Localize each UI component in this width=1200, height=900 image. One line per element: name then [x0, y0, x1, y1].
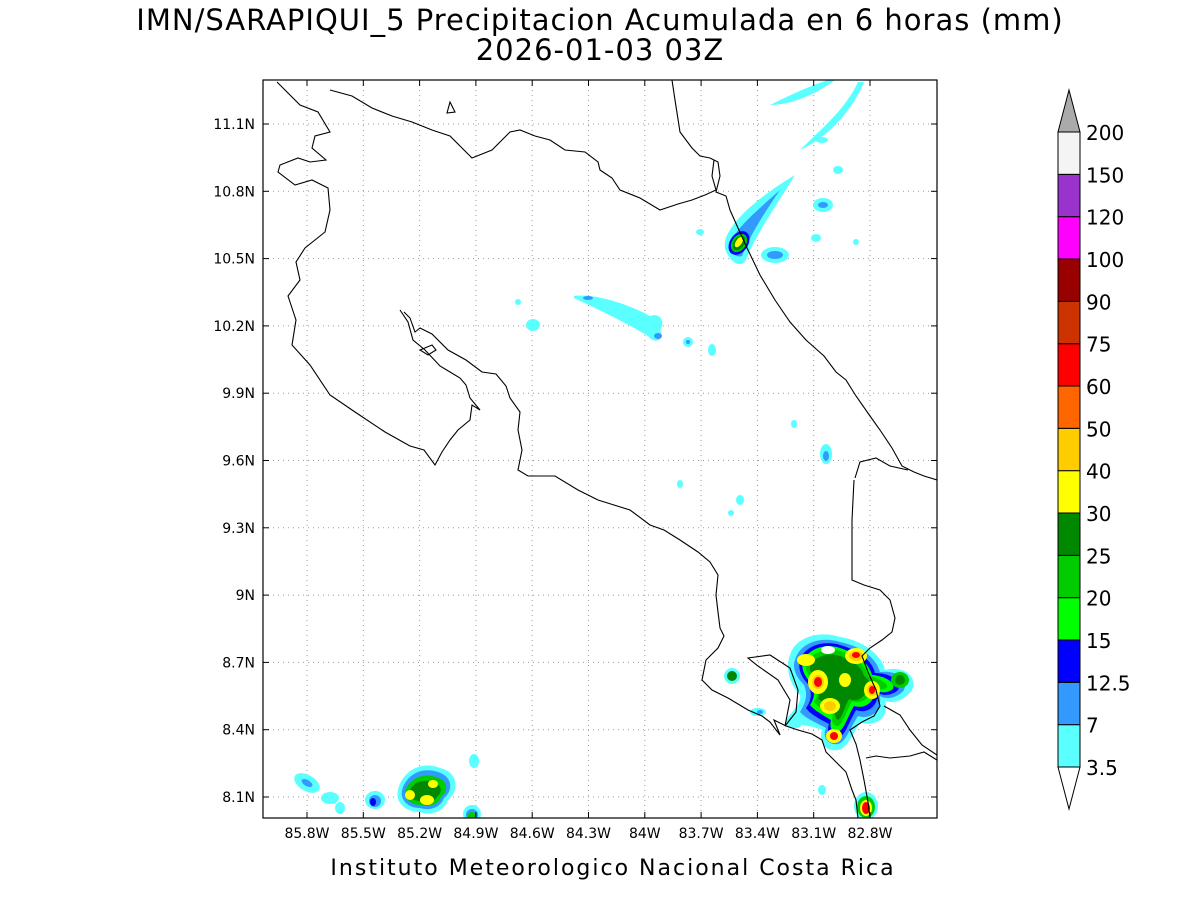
colorbar-swatch — [1057, 343, 1081, 387]
colorbar-label: 150 — [1086, 163, 1124, 187]
colorbar-swatch — [1057, 554, 1081, 599]
lat-tick-label: 10.2N — [213, 319, 255, 335]
colorbar-upper-arrow — [1057, 88, 1081, 133]
lat-tick-label: 8.4N — [222, 723, 255, 739]
colorbar-label: 60 — [1086, 375, 1111, 399]
colorbar-label: 25 — [1086, 544, 1111, 568]
colorbar-label: 200 — [1086, 121, 1124, 145]
longitude-axis: 85.8W 85.5W 85.2W 84.9W 84.6W 84.3W 84W 83.7W 83… — [284, 80, 893, 842]
lon-tick-label: 84.6W — [510, 826, 555, 842]
lat-tick-label: 8.1N — [222, 790, 255, 806]
colorbar-lower-arrow — [1057, 766, 1081, 811]
lon-tick-label: 85.2W — [397, 826, 442, 842]
colorbar-legend: 3.5 7 12.5 15 20 25 30 40 50 60 75 90 100 120 150 200 — [1057, 88, 1131, 811]
coastline-borders — [276, 80, 937, 818]
colorbar-label: 100 — [1086, 248, 1124, 272]
lon-tick-label: 85.8W — [284, 826, 329, 842]
colorbar-swatch — [1057, 258, 1081, 302]
colorbar-label: 7 — [1086, 714, 1099, 738]
colorbar-swatch — [1057, 300, 1081, 345]
lon-tick-label: 83.7W — [679, 826, 724, 842]
precip-cell-central — [515, 295, 832, 516]
colorbar-swatch — [1057, 512, 1081, 556]
colorbar-label: 120 — [1086, 206, 1124, 230]
lon-tick-label: 84.9W — [453, 826, 498, 842]
lat-tick-label: 9.3N — [222, 521, 255, 537]
lat-tick-label: 9.9N — [222, 386, 255, 402]
colorbar-label: 30 — [1086, 502, 1111, 526]
precip-cell-north — [696, 80, 864, 265]
map-frame — [262, 79, 938, 819]
footer-credit: Instituto Meteorologico Nacional Costa R… — [330, 856, 896, 881]
colorbar-label: 15 — [1086, 629, 1111, 653]
lon-tick-label: 82.8W — [847, 826, 892, 842]
colorbar-swatch — [1057, 131, 1081, 175]
colorbar-swatch — [1057, 639, 1081, 683]
colorbar-swatch — [1057, 681, 1081, 726]
lon-tick-label: 83.4W — [735, 826, 780, 842]
colorbar-label: 90 — [1086, 290, 1111, 314]
colorbar-swatch — [1057, 470, 1081, 514]
colorbar-label: 3.5 — [1086, 756, 1118, 780]
lon-tick-label: 85.5W — [341, 826, 386, 842]
colorbar-swatch — [1057, 385, 1081, 429]
lon-tick-label: 83.1W — [791, 826, 836, 842]
lat-tick-label: 9.6N — [222, 454, 255, 470]
colorbar-label: 20 — [1086, 587, 1111, 611]
precipitation-field — [294, 80, 914, 818]
colorbar-swatch — [1057, 216, 1081, 260]
colorbar-label: 75 — [1086, 333, 1111, 357]
colorbar-label: 50 — [1086, 417, 1111, 441]
colorbar-swatch — [1057, 724, 1081, 768]
latitude-axis: 11.1N 10.8N 10.5N 10.2N 9.9N 9.6N 9.3N 9N 8.7N 8.… — [213, 117, 937, 806]
lon-tick-label: 84W — [629, 826, 661, 842]
colorbar-swatch — [1057, 427, 1081, 472]
colorbar-label: 40 — [1086, 460, 1111, 484]
lat-tick-label: 10.5N — [213, 252, 255, 268]
precip-cell-southwest — [294, 754, 481, 818]
lon-tick-label: 84.3W — [566, 826, 611, 842]
colorbar-swatch — [1057, 597, 1081, 641]
precip-cell-southeast — [724, 634, 914, 818]
colorbar-swatch — [1057, 173, 1081, 218]
map-title: IMN/SARAPIQUI_5 Precipitacion Acumulada … — [136, 3, 1064, 37]
lat-tick-label: 8.7N — [222, 655, 255, 671]
lat-tick-label: 9N — [236, 588, 255, 604]
map-subtitle: 2026-01-03 03Z — [475, 33, 725, 67]
lat-tick-label: 10.8N — [213, 184, 255, 200]
lat-tick-label: 11.1N — [213, 117, 255, 133]
colorbar-label: 12.5 — [1086, 671, 1131, 695]
